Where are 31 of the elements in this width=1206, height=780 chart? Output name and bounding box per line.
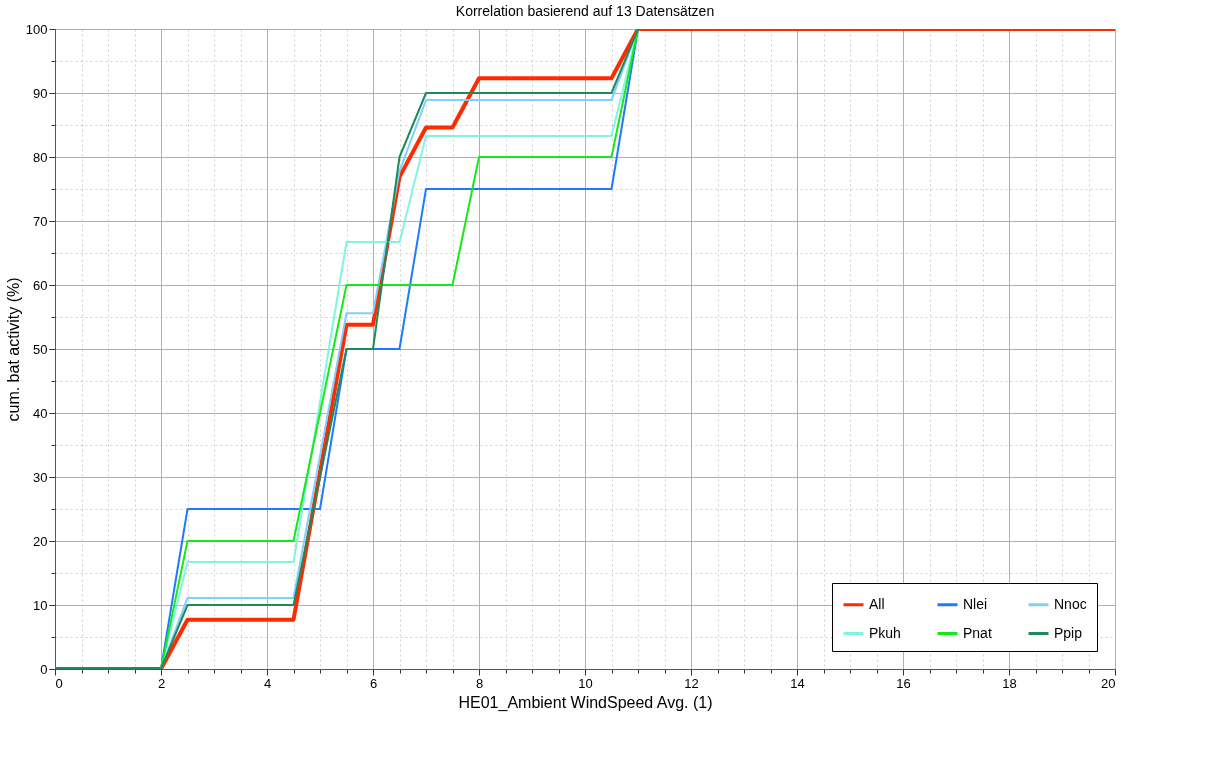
y-tick-label: 40 [33, 405, 48, 421]
legend-label: All [869, 595, 885, 612]
x-tick-label: 20 [1101, 675, 1116, 691]
y-tick-label: 100 [25, 21, 48, 37]
y-tick-label: 90 [33, 85, 48, 101]
y-tick-label: 80 [33, 149, 48, 165]
x-tick-label: 18 [1002, 675, 1017, 691]
x-axis-title: HE01_Ambient WindSpeed Avg. (1) [458, 693, 713, 712]
x-tick-label: 4 [263, 675, 272, 691]
x-tick-label: 14 [790, 675, 805, 691]
x-tick-label: 10 [578, 675, 593, 691]
x-tick-label: 2 [157, 675, 166, 691]
x-tick-label: 16 [896, 675, 911, 691]
x-tick-label: 12 [684, 675, 699, 691]
x-tick-label: 6 [369, 675, 378, 691]
y-axis-title: cum. bat activity (%) [4, 277, 22, 422]
legend-label: Ppip [1054, 624, 1083, 641]
y-tick-label: 50 [33, 341, 48, 357]
legend-label: Pnat [963, 624, 992, 641]
legend-label: Pkuh [869, 624, 901, 641]
y-tick-label: 0 [40, 661, 48, 677]
y-tick-label: 30 [33, 469, 48, 485]
x-tick-label: 8 [475, 675, 484, 691]
x-tick-label: 0 [55, 675, 63, 691]
legend-label: Nnoc [1054, 595, 1087, 612]
y-tick-label: 70 [33, 213, 48, 229]
chart-title: Korrelation basierend auf 13 Datensätzen [455, 3, 715, 19]
y-tick-label: 10 [33, 597, 48, 613]
legend-label: Nlei [963, 595, 988, 612]
y-tick-label: 60 [33, 277, 48, 293]
y-tick-label: 20 [33, 533, 48, 549]
